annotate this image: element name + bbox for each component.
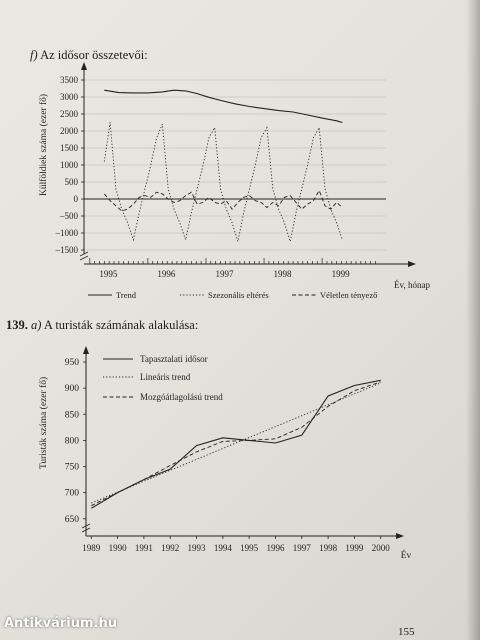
chart1-tick-labels: 3500 3000 2500 2000 1500 1000 500 0 –500 –1000 –15…: [38, 75, 430, 290]
chart1-legend-label: Szezonális eltérés: [208, 290, 269, 300]
page-number: 155: [398, 626, 415, 638]
exercise-heading-139: 139. a) A turisták számának alakulása:: [6, 318, 198, 333]
chart1-y-tick-label: 0: [74, 194, 79, 204]
chart2-legend-label: Tapasztalati idősor: [140, 354, 208, 364]
chart2-y-tick-label: 650: [65, 515, 80, 525]
chart2-x-tick-label: 1996: [266, 543, 285, 553]
chart1-x-tick-label: 1995: [99, 269, 118, 279]
chart2-x-tick-label: 1998: [319, 543, 338, 553]
chart2-x-axis-arrow: [396, 533, 404, 539]
chart2-series-linearis-trend: [91, 382, 381, 504]
chart2-y-tick-label: 950: [65, 358, 80, 368]
chart2-axes: [81, 346, 404, 539]
page-edge-shadow: [466, 0, 480, 640]
exercise-number: 139.: [6, 318, 28, 332]
chart2-tick-labels: 950 900 850 800 750 700 650 1989 1990 1991 1992 199…: [38, 358, 412, 561]
chart1-series-trend: [104, 89, 343, 124]
chart1-series-szezonalis-elteres: [103, 122, 343, 242]
chart2-series-mozgoatlagolasu-trend: [91, 381, 381, 507]
time-series-components-chart: 3500 3000 2500 2000 1500 1000 500 0 –500 –1000 –15…: [38, 62, 430, 300]
chart1-legend-label: Véletlen tényező: [320, 290, 377, 300]
chart1-gridlines: [84, 79, 386, 251]
chart2-legend-label: Lineáris trend: [140, 372, 191, 382]
watermark-logo: Antikvárium.hu: [4, 616, 117, 631]
chart2-y-tick-label: 750: [65, 463, 80, 473]
chart2-x-tick-label: 1994: [214, 543, 233, 553]
chart1-x-axis-arrow: [408, 261, 416, 267]
chart2-legend: Tapasztalati idősor Lineáris trend Mozgóát…: [103, 354, 223, 402]
chart1-x-tick-label: 1997: [215, 269, 234, 279]
chart2-y-tick-label: 850: [65, 410, 80, 420]
chart2-x-tick-label: 2000: [372, 543, 391, 553]
chart2-series-tapasztalati-idosor: [91, 379, 381, 509]
chart1-axes: [79, 62, 416, 267]
exercise-title: A turisták számának alakulása:: [43, 318, 199, 332]
chart2-legend-label: Mozgóátlagolású trend: [140, 392, 223, 402]
chart2-x-tick-label: 1991: [135, 543, 153, 553]
exercise-letter: a): [31, 318, 42, 332]
chart1-y-tick-label: 2000: [60, 126, 79, 136]
chart1-y-tick-label: –500: [59, 211, 79, 221]
section-title-f: Az idősor összetevői:: [40, 48, 148, 62]
chart2-y-tick-label: 800: [65, 436, 80, 446]
chart2-y-axis-title: Turisták száma (ezer fő): [38, 377, 49, 469]
chart2-x-tick-label: 1990: [109, 543, 128, 553]
chart1-y-tick-label: 1500: [60, 143, 79, 153]
chart1-y-axis-arrow: [81, 62, 87, 70]
chart1-legend-label: Trend: [116, 290, 137, 300]
chart2-x-axis-title: Év: [401, 549, 412, 561]
chart1-y-tick-label: –1500: [55, 245, 79, 255]
chart1-x-tick-label: 1998: [274, 269, 293, 279]
chart2-series: [91, 379, 381, 509]
chart1-y-tick-label: –1000: [55, 228, 79, 238]
chart1-x-axis-title: Év, hónap: [394, 280, 430, 290]
chart2-x-tick-label: 1992: [161, 543, 179, 553]
chart2-x-tick-label: 1995: [240, 543, 259, 553]
chart1-y-axis-title: Külföldiek száma (ezer fő): [38, 94, 49, 196]
section-letter-f: f): [30, 48, 38, 62]
chart1-y-tick-label: 3000: [60, 92, 79, 102]
chart1-y-tick-label: 500: [65, 177, 79, 187]
chart2-axis-break: [81, 523, 91, 533]
chart1-y-tick-label: 1000: [60, 160, 79, 170]
chart2-x-tick-label: 1997: [293, 543, 312, 553]
chart2-y-tick-label: 900: [65, 384, 80, 394]
chart1-y-tick-label: 3500: [60, 75, 79, 85]
chart2-y-axis-arrow: [83, 346, 89, 354]
section-heading-f: f) Az idősor összetevői:: [30, 48, 148, 63]
chart1-legend: Trend Szezonális eltérés Véletlen tényező: [88, 290, 377, 300]
chart2-x-tick-label: 1993: [188, 543, 207, 553]
chart1-x-tick-label: 1996: [157, 269, 176, 279]
chart2-y-tick-label: 700: [65, 489, 80, 499]
chart1-axis-break: [79, 251, 89, 261]
chart1-y-tick-label: 2500: [60, 109, 79, 119]
chart2-x-tick-label: 1999: [345, 543, 364, 553]
chart1-series-veletlen-tenyezo: [103, 189, 343, 212]
chart1-x-tick-label: 1999: [332, 269, 351, 279]
chart1-series: [103, 89, 343, 242]
chart2-x-tick-label: 1989: [82, 543, 101, 553]
